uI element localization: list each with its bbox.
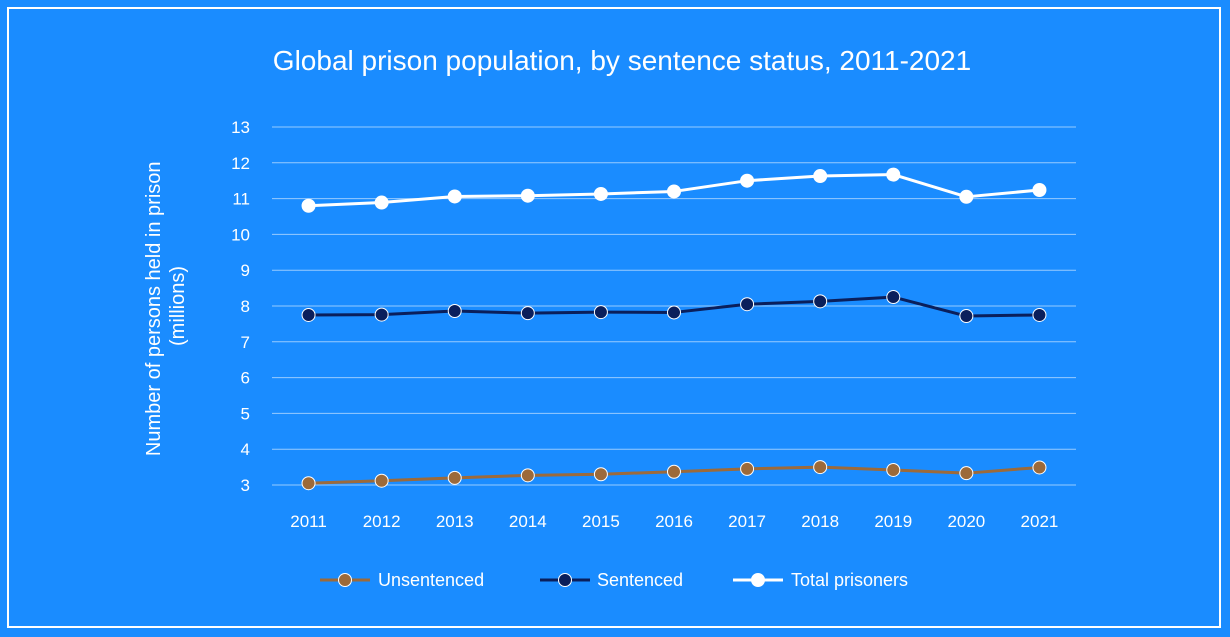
series-unsentenced [301,460,1047,491]
x-tick-label: 2019 [874,512,912,531]
legend-marker-unsentenced [338,573,352,587]
data-point-sentenced [1032,307,1047,322]
y-tick-label: 7 [241,333,250,352]
data-point-total-prisoners [520,188,535,203]
x-tick-label: 2015 [582,512,620,531]
data-point-unsentenced [593,467,608,482]
data-point-sentenced [813,294,828,309]
x-tick-label: 2014 [509,512,547,531]
y-tick-labels: 3 4 5 6 7 8 9 10 11 12 13 [231,118,250,495]
y-tick-label: 9 [241,261,250,280]
data-point-sentenced [374,307,389,322]
data-point-total-prisoners [593,186,608,201]
gridlines [272,126,1076,486]
legend-item-total-prisoners: Total prisoners [733,570,908,590]
y-tick-label: 6 [241,369,250,388]
x-tick-label: 2020 [947,512,985,531]
y-tick-label: 5 [241,404,250,423]
data-point-sentenced [301,307,316,322]
x-tick-label: 2016 [655,512,693,531]
data-point-unsentenced [959,466,974,481]
data-point-total-prisoners [447,189,462,204]
x-tick-label: 2018 [801,512,839,531]
data-point-sentenced [520,306,535,321]
y-tick-label: 10 [231,225,250,244]
chart-title: Global prison population, by sentence st… [273,45,971,76]
data-point-total-prisoners [374,195,389,210]
legend-item-sentenced: Sentenced [540,570,683,590]
data-point-sentenced [886,290,901,305]
data-point-unsentenced [813,460,828,475]
data-point-total-prisoners [886,167,901,182]
y-axis-label-line2: (millions) [167,266,189,346]
y-axis-label-line1: Number of persons held in prison [143,161,165,456]
series-sentenced [301,290,1047,324]
data-point-total-prisoners [959,189,974,204]
series-total-prisoners [301,167,1047,213]
x-tick-label: 2011 [290,512,327,531]
data-point-unsentenced [1032,460,1047,475]
data-point-unsentenced [374,473,389,488]
data-point-total-prisoners [813,169,828,184]
data-point-unsentenced [667,464,681,479]
data-point-unsentenced [520,468,535,483]
data-point-total-prisoners [301,198,316,213]
y-axis-label: Number of persons held in prison (millio… [143,156,189,456]
y-tick-label: 13 [231,118,250,137]
data-point-unsentenced [447,470,462,485]
data-point-total-prisoners [1032,183,1047,198]
y-tick-label: 11 [232,190,250,209]
x-tick-label: 2013 [436,512,474,531]
y-tick-label: 4 [241,440,250,459]
data-point-unsentenced [886,462,901,477]
legend-label-total-prisoners: Total prisoners [791,570,908,590]
data-point-sentenced [447,304,462,319]
legend-label-unsentenced: Unsentenced [378,570,484,590]
legend-label-sentenced: Sentenced [597,570,683,590]
legend-marker-total-prisoners [751,573,765,587]
legend: Unsentenced Sentenced Total prisoners [320,570,908,590]
data-point-sentenced [740,297,755,312]
x-tick-label: 2012 [363,512,401,531]
y-tick-label: 3 [241,476,250,495]
data-point-sentenced [593,305,608,320]
data-point-sentenced [959,309,974,324]
legend-item-unsentenced: Unsentenced [320,570,484,590]
data-point-total-prisoners [740,173,755,188]
y-tick-label: 8 [241,297,250,316]
data-point-sentenced [667,305,681,320]
chart-frame [7,7,1221,628]
x-tick-labels: 2011 2012 2013 2014 2015 2016 2017 2018 2019 2020… [290,512,1058,531]
data-point-unsentenced [301,476,316,491]
x-tick-label: 2021 [1021,512,1059,531]
legend-marker-sentenced [558,573,572,587]
x-tick-label: 2017 [728,512,766,531]
y-tick-label: 12 [231,154,250,173]
series-lines [301,167,1047,491]
data-point-total-prisoners [667,184,681,199]
data-point-unsentenced [740,461,755,476]
